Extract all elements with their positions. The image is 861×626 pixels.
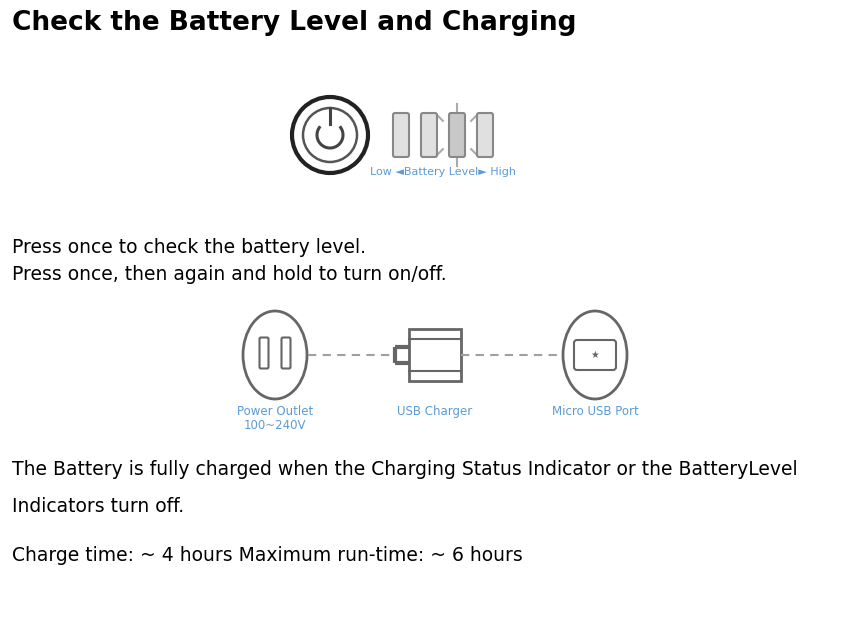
Text: Press once to check the battery level.: Press once to check the battery level. [12, 238, 366, 257]
Text: Power Outlet: Power Outlet [237, 405, 313, 418]
Text: Indicators turn off.: Indicators turn off. [12, 497, 184, 516]
FancyBboxPatch shape [420, 113, 437, 157]
Text: USB Charger: USB Charger [397, 405, 472, 418]
Text: Charge time: ~ 4 hours Maximum run-time: ~ 6 hours: Charge time: ~ 4 hours Maximum run-time:… [12, 546, 522, 565]
FancyBboxPatch shape [259, 337, 268, 369]
Bar [408, 329, 461, 381]
FancyBboxPatch shape [476, 113, 492, 157]
Text: Micro USB Port: Micro USB Port [551, 405, 638, 418]
FancyBboxPatch shape [393, 113, 408, 157]
FancyBboxPatch shape [573, 340, 616, 370]
Text: Low ◄Battery Level► High: Low ◄Battery Level► High [369, 167, 516, 177]
FancyBboxPatch shape [282, 337, 290, 369]
Text: 100~240V: 100~240V [244, 419, 306, 432]
Text: Check the Battery Level and Charging: Check the Battery Level and Charging [12, 10, 576, 36]
Text: Press once, then again and hold to turn on/off.: Press once, then again and hold to turn … [12, 265, 446, 284]
FancyBboxPatch shape [449, 113, 464, 157]
Text: ★: ★ [590, 350, 598, 360]
Text: The Battery is fully charged when the Charging Status Indicator or the BatteryLe: The Battery is fully charged when the Ch… [12, 460, 796, 479]
